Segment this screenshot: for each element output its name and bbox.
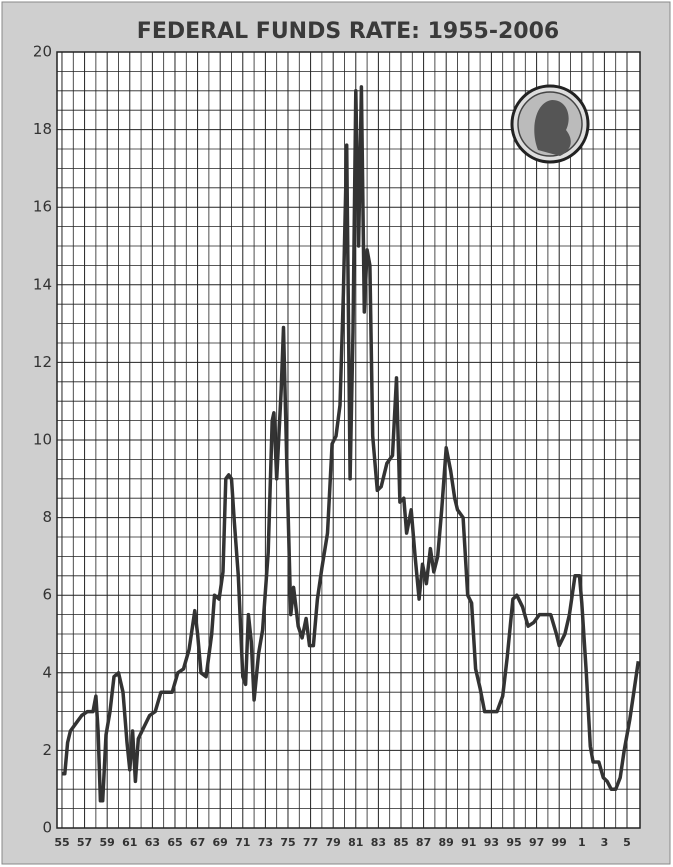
x-tick-label: 1 <box>578 836 586 849</box>
x-tick-label: 91 <box>461 836 476 849</box>
plot <box>62 85 641 803</box>
x-tick-label: 99 <box>552 836 567 849</box>
x-tick-label: 89 <box>439 836 454 849</box>
x-tick-label: 97 <box>529 836 544 849</box>
x-tick-label: 77 <box>303 836 318 849</box>
y-tick-label: 8 <box>42 508 52 526</box>
x-tick-label: 85 <box>393 836 408 849</box>
x-tick-label: 61 <box>122 836 137 849</box>
y-tick-label: 14 <box>33 275 52 293</box>
x-tick-label: 71 <box>235 836 250 849</box>
x-tick-label: 73 <box>258 836 273 849</box>
y-tick-label: 16 <box>33 198 52 216</box>
x-tick-label: 3 <box>601 836 609 849</box>
x-tick-label: 79 <box>326 836 341 849</box>
y-tick-label: 18 <box>33 120 52 138</box>
x-tick-label: 57 <box>77 836 92 849</box>
x-tick-label: 93 <box>484 836 499 849</box>
data-line <box>62 85 641 803</box>
x-tick-label: 75 <box>280 836 295 849</box>
y-tick-label: 6 <box>42 586 52 604</box>
chart-title: FEDERAL FUNDS RATE: 1955-2006 <box>137 19 559 44</box>
x-tick-label: 63 <box>145 836 160 849</box>
y-tick-label: 10 <box>33 431 52 449</box>
y-tick-label: 0 <box>42 819 52 837</box>
x-tick-label: 83 <box>371 836 386 849</box>
x-tick-label: 67 <box>190 836 205 849</box>
x-tick-label: 5 <box>623 836 631 849</box>
x-tick-label: 87 <box>416 836 431 849</box>
y-tick-label: 20 <box>33 43 52 61</box>
x-tick-label: 59 <box>100 836 115 849</box>
y-tick-label: 2 <box>42 741 52 759</box>
x-tick-label: 65 <box>167 836 182 849</box>
x-tick-label: 69 <box>213 836 228 849</box>
plot-border <box>56 51 641 829</box>
x-tick-label: 95 <box>506 836 521 849</box>
x-tick-label: 81 <box>348 836 363 849</box>
x-tick-label: 55 <box>54 836 69 849</box>
y-tick-label: 12 <box>33 353 52 371</box>
y-tick-label: 4 <box>42 663 52 681</box>
coin-icon <box>510 84 590 164</box>
